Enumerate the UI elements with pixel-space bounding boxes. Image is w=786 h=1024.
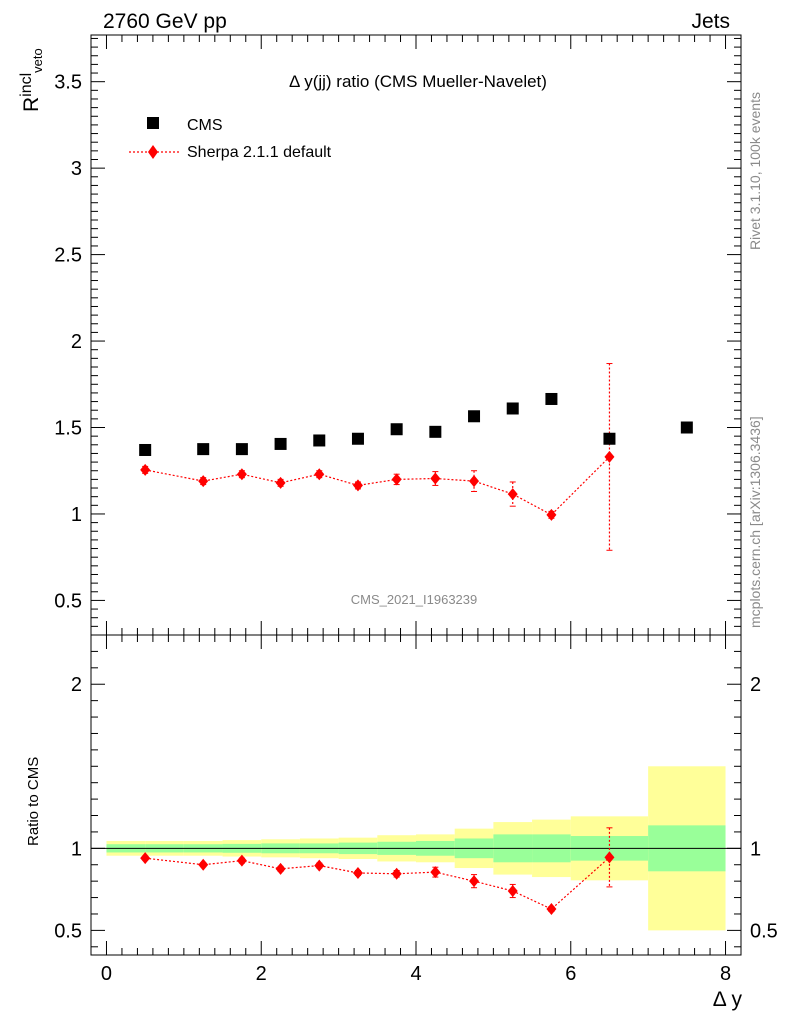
sherpa-main-point <box>604 450 615 463</box>
cms-point <box>313 434 326 447</box>
mcplots-label: mcplots.cern.ch [arXiv:1306.3436] <box>747 416 763 628</box>
y-tick-label-main: 2 <box>71 331 82 353</box>
x-tick-label: 4 <box>410 963 421 985</box>
cms-point <box>429 425 442 438</box>
series-marks <box>139 363 693 916</box>
x-tick-label: 2 <box>256 963 267 985</box>
ylabel-base: R <box>20 97 43 112</box>
sherpa-main-point <box>314 468 325 481</box>
x-axis-label: Δ y <box>713 988 743 1011</box>
sherpa-ratio-point <box>604 851 615 864</box>
sherpa-main-point <box>546 508 557 521</box>
cms-point <box>506 402 519 415</box>
sherpa-ratio-point <box>198 858 209 871</box>
y-axis-label-ratio: Ratio to CMS <box>25 757 42 846</box>
y-tick-label-ratio: 1 <box>71 838 82 860</box>
header-right: Jets <box>691 10 730 33</box>
legend: CMS Sherpa 2.1.1 default <box>129 117 332 161</box>
sherpa-ratio-point <box>140 852 151 865</box>
sherpa-ratio-point <box>546 903 557 916</box>
sherpa-ratio-point <box>391 867 402 880</box>
y-tick-label-ratio: 0.5 <box>54 920 82 942</box>
sherpa-main-point <box>391 473 402 486</box>
legend-cms-label: CMS <box>187 117 223 134</box>
legend-sherpa-label: Sherpa 2.1.1 default <box>187 144 332 161</box>
sherpa-main-point <box>140 463 151 476</box>
legend-sherpa-marker <box>148 145 158 159</box>
cms-point <box>680 421 693 434</box>
y-tick-label-main: 3 <box>71 158 82 180</box>
sherpa-ratio-point <box>352 866 363 879</box>
cms-point <box>274 437 287 450</box>
cms-point <box>235 443 248 456</box>
sherpa-main-point <box>275 476 286 489</box>
cms-point <box>197 443 210 456</box>
svg-text:Rinclveto: Rinclveto <box>18 48 45 112</box>
ratio-panel-frame <box>90 634 742 956</box>
cms-point <box>468 410 481 423</box>
sherpa-main-point <box>198 475 209 488</box>
sherpa-ratio-point <box>507 885 518 897</box>
legend-cms-marker <box>147 117 159 129</box>
y-tick-label-main: 3.5 <box>54 72 82 94</box>
cms-point <box>390 423 403 436</box>
sherpa-main-point <box>236 468 247 481</box>
y-tick-label-main: 1 <box>71 504 82 526</box>
ratio-uncertainty-bands <box>91 766 741 931</box>
chart-title: Δ y(jj) ratio (CMS Mueller-Navelet) <box>289 72 547 91</box>
sherpa-ratio-point <box>275 862 286 875</box>
y-tick-label-main: 0.5 <box>54 590 82 612</box>
analysis-label: CMS_2021_I1963239 <box>351 592 478 607</box>
sherpa-ratio-point <box>314 859 325 872</box>
sherpa-main-line <box>145 456 610 516</box>
sherpa-main-point <box>469 475 480 488</box>
sherpa-ratio-point <box>469 875 480 888</box>
sherpa-main-point <box>430 472 441 485</box>
x-tick-label: 8 <box>720 963 731 985</box>
y-tick-label-ratio-right: 1 <box>750 838 761 860</box>
cms-point <box>603 432 616 445</box>
x-tick-label: 6 <box>565 963 576 985</box>
cms-point <box>545 392 558 405</box>
cms-point <box>351 432 364 445</box>
sherpa-main-point <box>352 479 363 492</box>
axis-ticks: 0 2 4 6 8 0.5 1 1.5 2 2.5 3 3.5 0.5 0.5 1 1 2 2 <box>54 35 778 985</box>
y-tick-label-ratio: 2 <box>71 674 82 696</box>
sherpa-ratio-point <box>430 866 441 879</box>
y-axis-label-main: Rinclveto <box>18 48 45 112</box>
y-tick-label-ratio-right: 0.5 <box>750 920 778 942</box>
y-tick-label-ratio-right: 2 <box>750 674 761 696</box>
sherpa-main-point <box>507 488 518 501</box>
y-tick-label-main: 2.5 <box>54 245 82 267</box>
y-tick-label-main: 1.5 <box>54 418 82 440</box>
ylabel-sub: veto <box>30 48 45 73</box>
rivet-version-label: Rivet 3.1.10, 100k events <box>747 92 763 250</box>
cms-point <box>139 443 152 456</box>
header-left: 2760 GeV pp <box>103 10 227 33</box>
ylabel-sup: incl <box>18 73 35 97</box>
sherpa-ratio-point <box>236 854 247 867</box>
x-tick-label: 0 <box>101 963 112 985</box>
